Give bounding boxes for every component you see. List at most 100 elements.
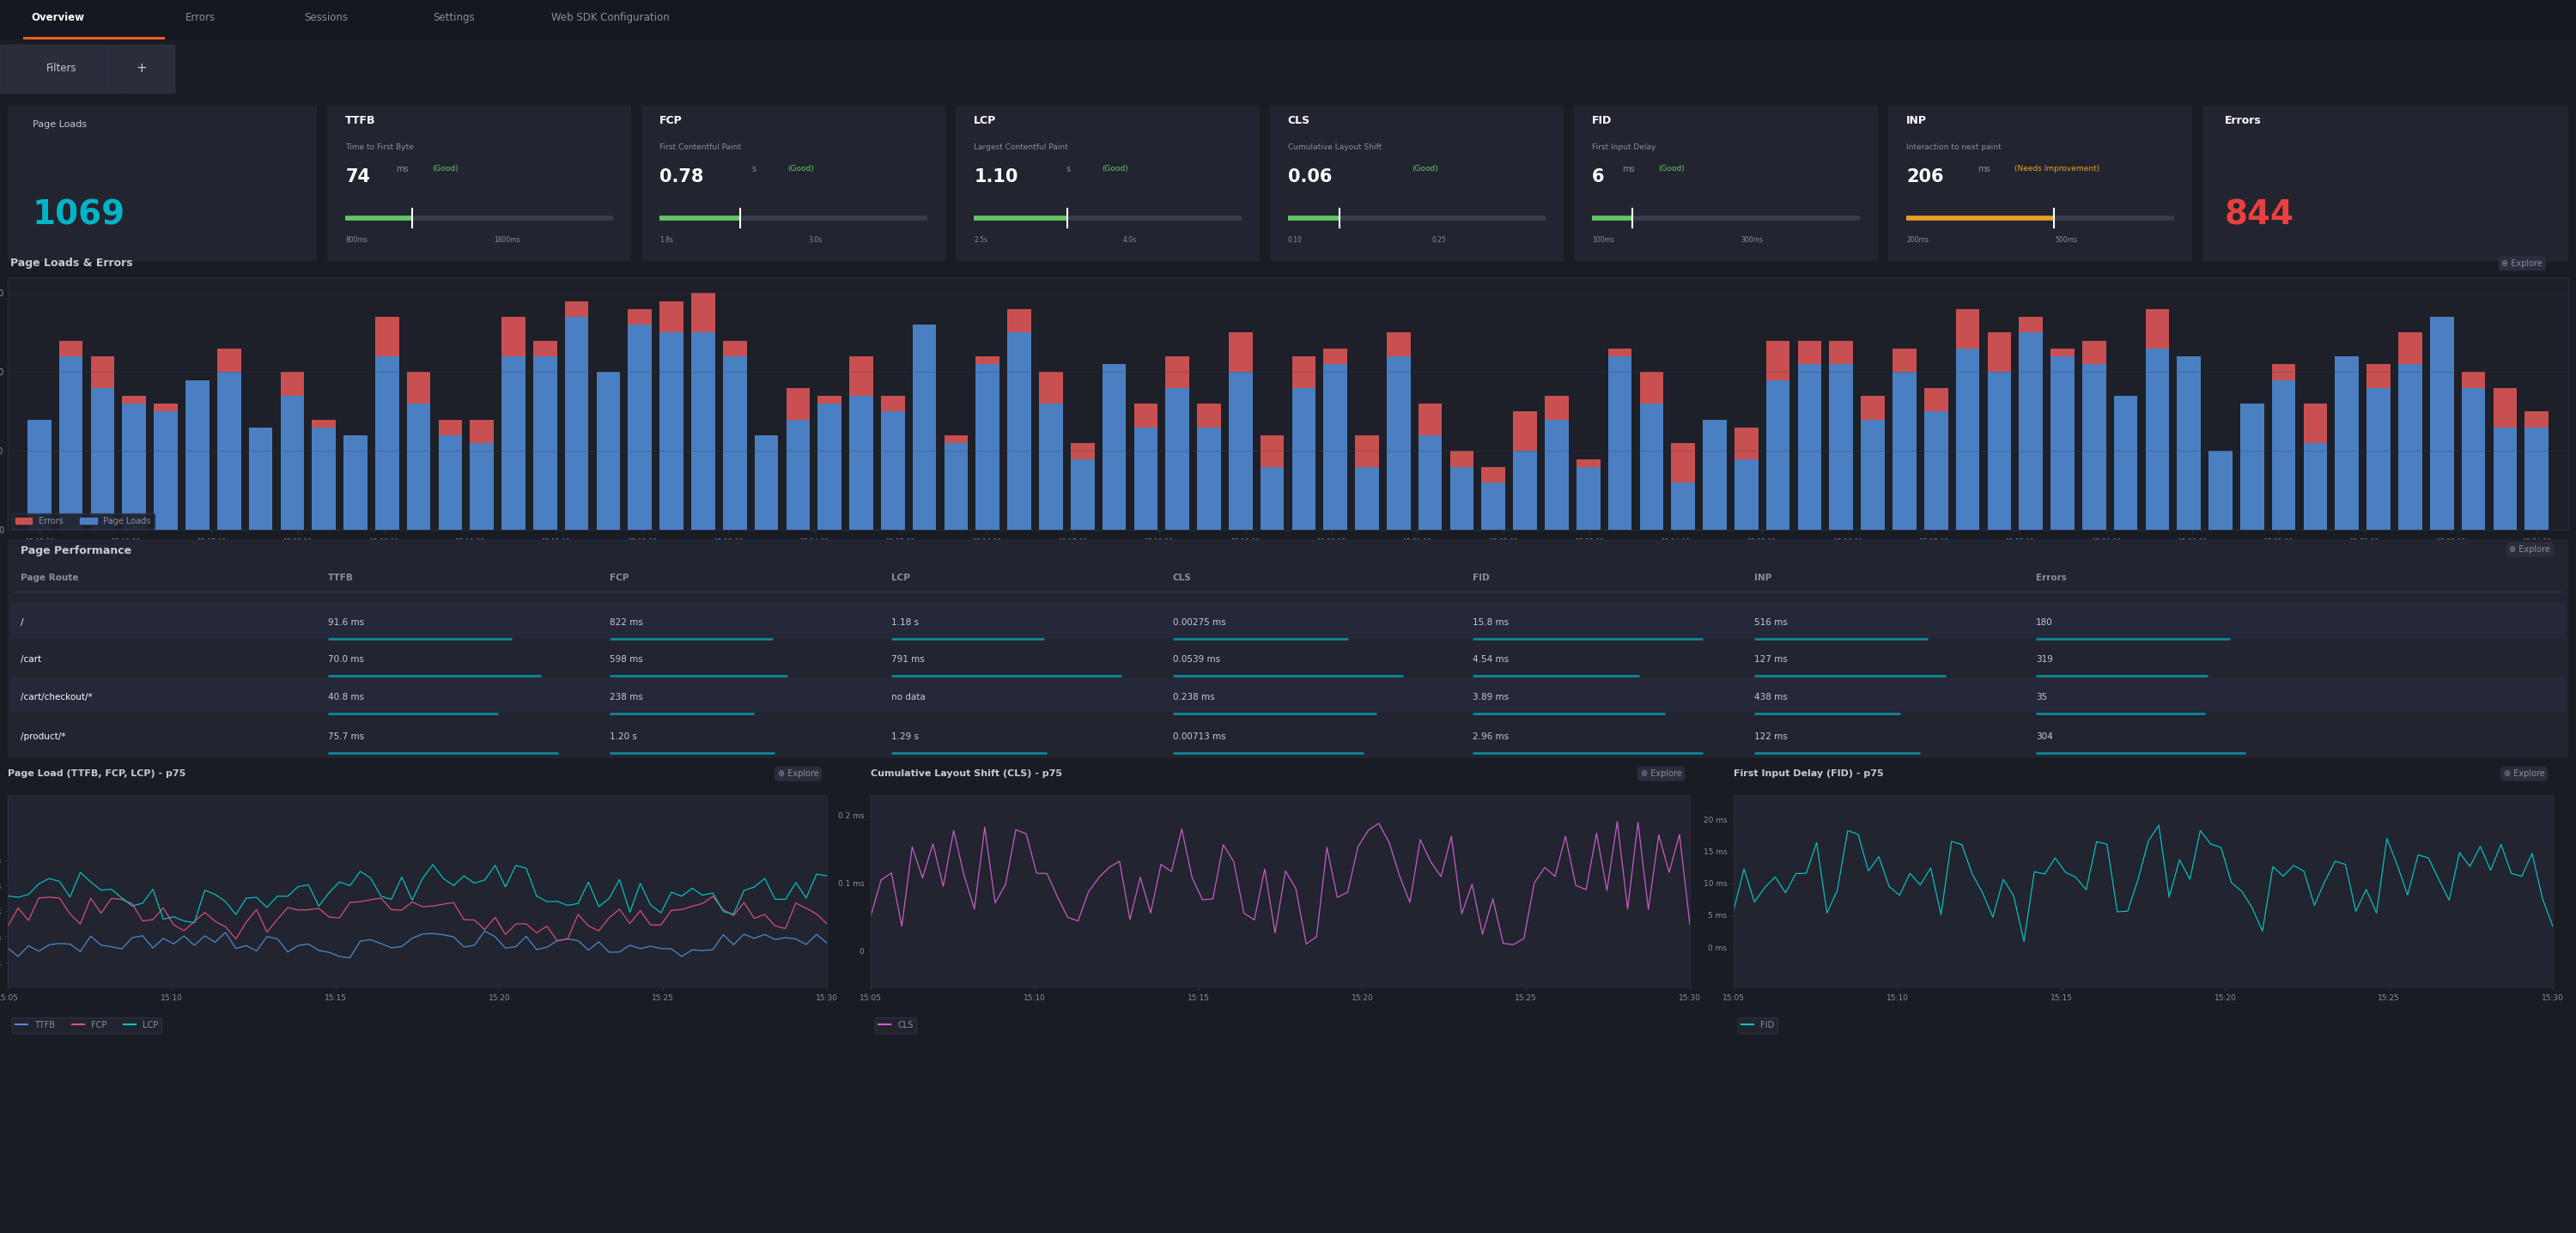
- Bar: [850, 356, 873, 396]
- Text: ⊕ Explore: ⊕ Explore: [1641, 769, 1682, 778]
- Text: FCP: FCP: [659, 116, 683, 127]
- Bar: [1860, 396, 1886, 419]
- Text: Page Route: Page Route: [21, 573, 77, 582]
- Bar: [850, 396, 873, 530]
- Text: Filters: Filters: [46, 63, 77, 74]
- Text: s: s: [752, 165, 755, 174]
- Text: LCP: LCP: [891, 573, 909, 582]
- Bar: [1260, 435, 1283, 467]
- Bar: [1450, 467, 1473, 530]
- Text: (Good): (Good): [1659, 165, 1685, 173]
- Bar: [59, 340, 82, 356]
- Bar: [1512, 412, 1538, 451]
- Bar: [2463, 388, 2486, 530]
- Bar: [1546, 419, 1569, 530]
- Text: 822 ms: 822 ms: [611, 618, 644, 626]
- Bar: [564, 317, 587, 530]
- Text: 1800ms: 1800ms: [495, 237, 520, 244]
- Bar: [1955, 309, 1978, 349]
- Text: Interaction to next paint: Interaction to next paint: [1906, 143, 2002, 152]
- Bar: [2146, 349, 2169, 530]
- Bar: [1924, 388, 1947, 412]
- Text: 0.25: 0.25: [1432, 237, 1445, 244]
- Bar: [1672, 444, 1695, 483]
- Bar: [945, 435, 969, 444]
- Bar: [1293, 356, 1316, 388]
- Text: Sessions: Sessions: [304, 12, 348, 23]
- Bar: [2524, 428, 2548, 530]
- Bar: [2398, 364, 2421, 530]
- Bar: [2334, 356, 2360, 530]
- Text: First Input Delay (FID) - p75: First Input Delay (FID) - p75: [1734, 769, 1883, 778]
- Bar: [881, 396, 904, 412]
- Bar: [1829, 364, 1852, 530]
- Bar: [2081, 340, 2107, 364]
- Text: ⊕ Explore: ⊕ Explore: [778, 769, 819, 778]
- Bar: [2272, 380, 2295, 530]
- Text: (Good): (Good): [1412, 165, 1437, 173]
- Text: 100ms: 100ms: [1592, 237, 1615, 244]
- Bar: [1481, 483, 1504, 530]
- Bar: [407, 372, 430, 404]
- Bar: [155, 404, 178, 412]
- Bar: [1419, 435, 1443, 530]
- Bar: [438, 435, 461, 530]
- Text: Page Load (TTFB, FCP, LCP) - p75: Page Load (TTFB, FCP, LCP) - p75: [8, 769, 185, 778]
- Bar: [1133, 404, 1157, 428]
- Text: FID: FID: [1473, 573, 1489, 582]
- Bar: [1293, 388, 1316, 530]
- Text: 0.00275 ms: 0.00275 ms: [1172, 618, 1226, 626]
- Bar: [2398, 333, 2421, 364]
- Bar: [786, 388, 809, 419]
- Text: LCP: LCP: [974, 116, 997, 127]
- Text: 1069: 1069: [33, 199, 126, 231]
- Bar: [1229, 333, 1252, 372]
- Bar: [1829, 340, 1852, 364]
- Text: Largest Contentful Paint: Largest Contentful Paint: [974, 143, 1069, 152]
- Text: 35: 35: [2035, 693, 2048, 702]
- Text: (Needs Improvement): (Needs Improvement): [2014, 165, 2099, 173]
- Bar: [216, 372, 242, 530]
- Text: TTFB: TTFB: [345, 116, 376, 127]
- Bar: [533, 340, 556, 356]
- Bar: [1164, 356, 1190, 388]
- Bar: [724, 356, 747, 530]
- Bar: [155, 412, 178, 530]
- Text: /: /: [21, 618, 23, 626]
- Bar: [281, 396, 304, 530]
- Text: 6: 6: [1592, 168, 1605, 185]
- Bar: [1641, 372, 1664, 404]
- Legend: TTFB, FCP, LCP: TTFB, FCP, LCP: [13, 1017, 162, 1032]
- Text: Cumulative Layout Shift: Cumulative Layout Shift: [1288, 143, 1381, 152]
- Bar: [1607, 356, 1631, 530]
- Bar: [2367, 388, 2391, 530]
- Bar: [2081, 364, 2107, 530]
- Text: 1.8s: 1.8s: [659, 237, 672, 244]
- Bar: [817, 396, 842, 404]
- Bar: [1133, 428, 1157, 530]
- Bar: [817, 404, 842, 530]
- Bar: [281, 372, 304, 396]
- Legend: FID: FID: [1739, 1017, 1777, 1032]
- Bar: [1229, 372, 1252, 530]
- Text: Errors: Errors: [185, 12, 216, 23]
- Bar: [1324, 349, 1347, 364]
- Bar: [1038, 372, 1064, 404]
- Text: 0.06: 0.06: [1288, 168, 1332, 185]
- Text: 4.0s: 4.0s: [1123, 237, 1136, 244]
- Bar: [2115, 396, 2138, 530]
- Bar: [121, 396, 147, 404]
- Text: ms: ms: [397, 165, 410, 174]
- Bar: [407, 404, 430, 530]
- Bar: [1103, 364, 1126, 530]
- Bar: [976, 356, 999, 364]
- Text: 0.238 ms: 0.238 ms: [1172, 693, 1213, 702]
- Text: /product/*: /product/*: [21, 732, 64, 741]
- Text: 0.00713 ms: 0.00713 ms: [1172, 732, 1226, 741]
- Bar: [1386, 356, 1412, 530]
- Text: 1.18 s: 1.18 s: [891, 618, 920, 626]
- Text: Page Loads: Page Loads: [33, 120, 88, 128]
- Bar: [912, 324, 935, 530]
- Bar: [185, 380, 209, 530]
- Bar: [1767, 340, 1790, 380]
